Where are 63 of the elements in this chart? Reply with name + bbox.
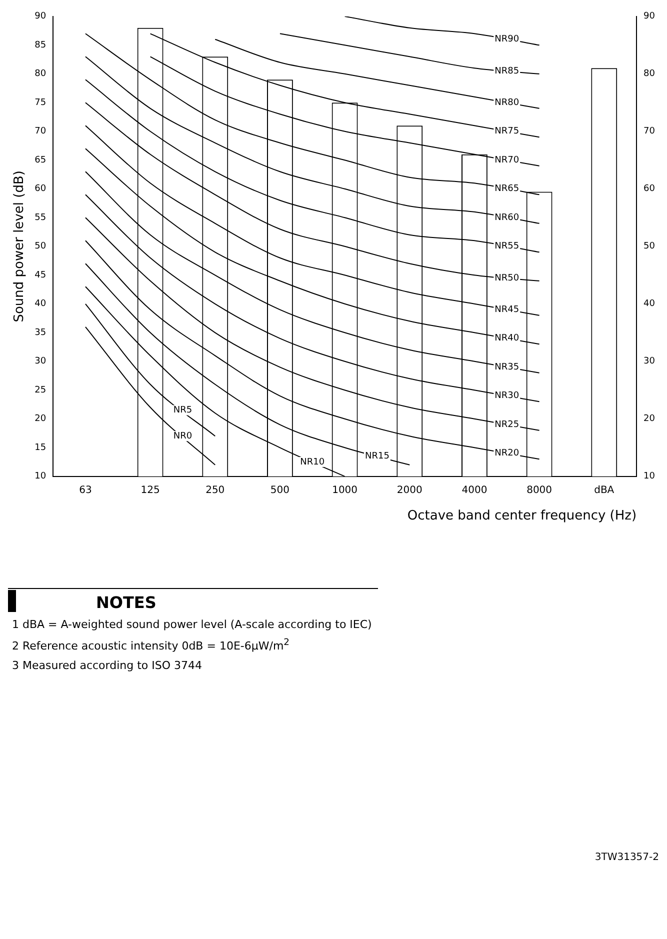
- x-tick-label: 1000: [332, 484, 358, 496]
- text: NOTES: [96, 592, 156, 612]
- line-series: [279, 33, 540, 74]
- y2-tick-label: 80: [644, 69, 656, 80]
- series-label: NR45: [494, 304, 520, 315]
- y-tick-label: 15: [34, 442, 46, 453]
- y-tick-label: 65: [34, 155, 46, 166]
- series-label: NR5: [173, 406, 192, 416]
- series-label: NR75: [494, 126, 520, 137]
- y-tick-label: 50: [34, 242, 46, 252]
- series-label: NR10: [300, 457, 325, 468]
- y-tick-label: 55: [34, 212, 46, 223]
- y2-tick-label: 70: [644, 126, 656, 137]
- y-tick-label: 45: [34, 270, 46, 280]
- series-label: NR0: [173, 431, 192, 442]
- series-label: NR70: [494, 155, 520, 166]
- series-label: NR80: [494, 98, 520, 108]
- y-tick-label: 25: [34, 385, 46, 396]
- x-tick-label: 250: [206, 484, 225, 496]
- series-label: NR55: [494, 242, 520, 252]
- x-tick-label: dBA: [594, 484, 614, 496]
- text: 2 Reference acoustic intensity 0dB = 10E-6μW/m$^{2}$: [12, 637, 290, 653]
- y-tick-label: 20: [34, 414, 46, 424]
- y2-tick-label: 90: [644, 12, 656, 22]
- y2-tick-label: 20: [644, 414, 656, 424]
- series-label: NR15: [364, 452, 390, 462]
- series-label: NR90: [494, 34, 520, 45]
- y2-tick-label: 30: [644, 356, 656, 367]
- y-tick-label: 30: [34, 356, 46, 367]
- text: 1 dBA = A-weighted sound power level (A-scale according to IEC): [12, 618, 373, 631]
- series-label: NR85: [494, 66, 520, 76]
- series-label: NR50: [494, 273, 520, 284]
- series-label: NR40: [494, 334, 520, 344]
- text: 3TW31357-2: [594, 852, 659, 863]
- y-tick-label: 60: [34, 184, 46, 194]
- text: 3 Measured according to ISO 3744: [12, 658, 204, 672]
- y-axis-title: Sound power level (dB): [12, 170, 28, 322]
- x-tick-label: 63: [79, 484, 92, 496]
- y2-tick-label: 40: [644, 299, 656, 310]
- series-label: NR30: [494, 391, 520, 402]
- series-label: NR60: [494, 212, 520, 223]
- y-tick-label: 85: [34, 40, 46, 50]
- y2-tick-label: 10: [644, 472, 656, 482]
- y-tick-label: 35: [34, 328, 46, 338]
- y2-tick-label: 50: [644, 242, 656, 252]
- x-tick-label: 125: [140, 484, 160, 496]
- y-tick-label: 90: [34, 12, 46, 22]
- y2-tick-label: 60: [644, 184, 656, 194]
- x-tick-label: 2000: [396, 484, 422, 496]
- y-tick-label: 10: [34, 472, 46, 482]
- x-tick-label: 8000: [526, 484, 552, 496]
- x-tick-label: 500: [270, 484, 290, 496]
- series-label: NR35: [494, 362, 520, 372]
- x-axis-title: Octave band center frequency (Hz): [407, 508, 637, 524]
- y-tick-label: 80: [34, 69, 46, 80]
- y-tick-label: 75: [34, 98, 46, 108]
- x-tick-label: 4000: [462, 484, 488, 496]
- line-series: [344, 16, 540, 46]
- series-label: NR25: [494, 420, 520, 430]
- series-label: NR65: [494, 184, 520, 194]
- y-tick-label: 40: [34, 299, 46, 310]
- series-label: NR20: [494, 448, 520, 459]
- y-tick-label: 70: [34, 126, 46, 137]
